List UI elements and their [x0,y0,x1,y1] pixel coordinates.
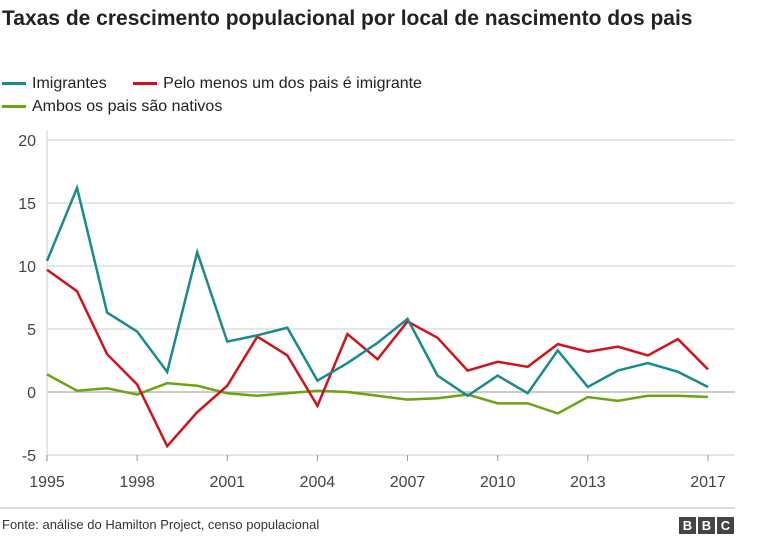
y-tick-label: 0 [27,385,36,402]
legend-row-1: Imigrantes Pelo menos um dos pais é imig… [2,75,444,93]
x-tick-label: 1998 [119,474,155,491]
legend-label: Imigrantes [32,75,107,92]
legend-swatch [2,82,26,86]
legend-item: Ambos os pais são nativos [2,98,222,116]
y-tick-label: -5 [22,448,36,465]
chart-title: Taxas de crescimento populacional por lo… [2,7,693,30]
x-tick-label: 2004 [300,474,336,491]
series-line-1 [46,268,709,449]
x-tick-label: 2013 [570,474,606,491]
legend-swatch [133,82,158,86]
legend-item: Imigrantes [2,75,107,93]
source-note: Fonte: análise do Hamilton Project, cens… [2,517,320,532]
legend-label: Ambos os pais são nativos [32,98,223,115]
y-tick-label: 5 [27,322,36,339]
y-tick-label: 10 [18,259,36,276]
legend-row-2: Ambos os pais são nativos [2,98,244,116]
series-line-0 [45,183,709,398]
series-line-2 [46,373,709,415]
y-tick-label: 15 [18,196,36,213]
y-tick-label: 20 [18,133,36,150]
x-tick-label: 2010 [480,474,516,491]
legend-swatch [2,105,26,109]
legend-item: Pelo menos um dos pais é imigrante [133,75,422,93]
x-tick-label: 2007 [390,474,426,491]
x-tick-label: 1995 [29,474,65,491]
x-tick-label: 2017 [690,474,726,491]
legend-label: Pelo menos um dos pais é imigrante [163,75,422,92]
x-tick-label: 2001 [209,474,245,491]
